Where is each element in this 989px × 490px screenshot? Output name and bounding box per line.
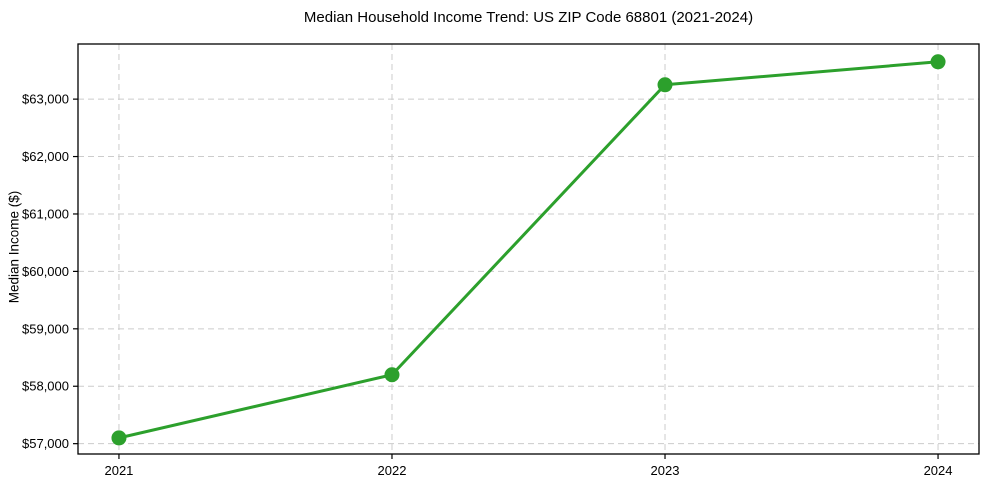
y-tick-label: $57,000: [22, 436, 69, 451]
plot-frame: [77, 43, 980, 455]
data-point: [930, 54, 946, 70]
x-tick-label: 2024: [924, 463, 953, 478]
data-point: [384, 367, 400, 383]
x-tick-label: 2023: [651, 463, 680, 478]
y-tick-label: $63,000: [22, 92, 69, 107]
y-tick-label: $59,000: [22, 321, 69, 336]
y-tick-label: $60,000: [22, 264, 69, 279]
y-tick-label: $58,000: [22, 379, 69, 394]
chart-title: Median Household Income Trend: US ZIP Co…: [303, 9, 754, 26]
trend-line: [117, 60, 940, 440]
y-tick-label: $62,000: [22, 149, 69, 164]
y-tick-label: $61,000: [22, 206, 69, 221]
x-tick-label: 2022: [378, 463, 407, 478]
data-point: [657, 77, 673, 93]
data-point: [111, 430, 127, 446]
x-tick-label: 2021: [104, 463, 133, 478]
